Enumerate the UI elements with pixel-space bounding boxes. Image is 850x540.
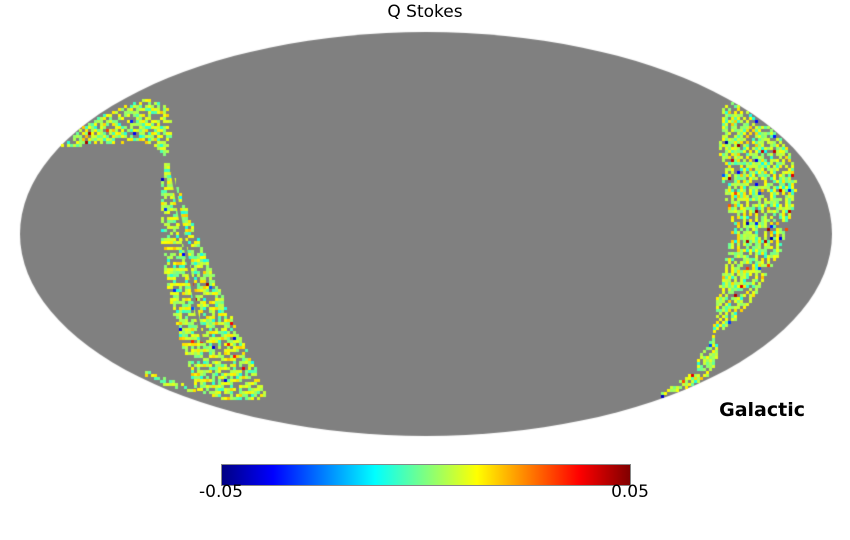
coordinate-system-label: Galactic — [719, 399, 805, 421]
colorbar-gradient — [221, 464, 631, 486]
colorbar-min-label: -0.05 — [199, 482, 243, 502]
colorbar-max-label: 0.05 — [611, 482, 649, 502]
plot-title: Q Stokes — [387, 2, 463, 22]
